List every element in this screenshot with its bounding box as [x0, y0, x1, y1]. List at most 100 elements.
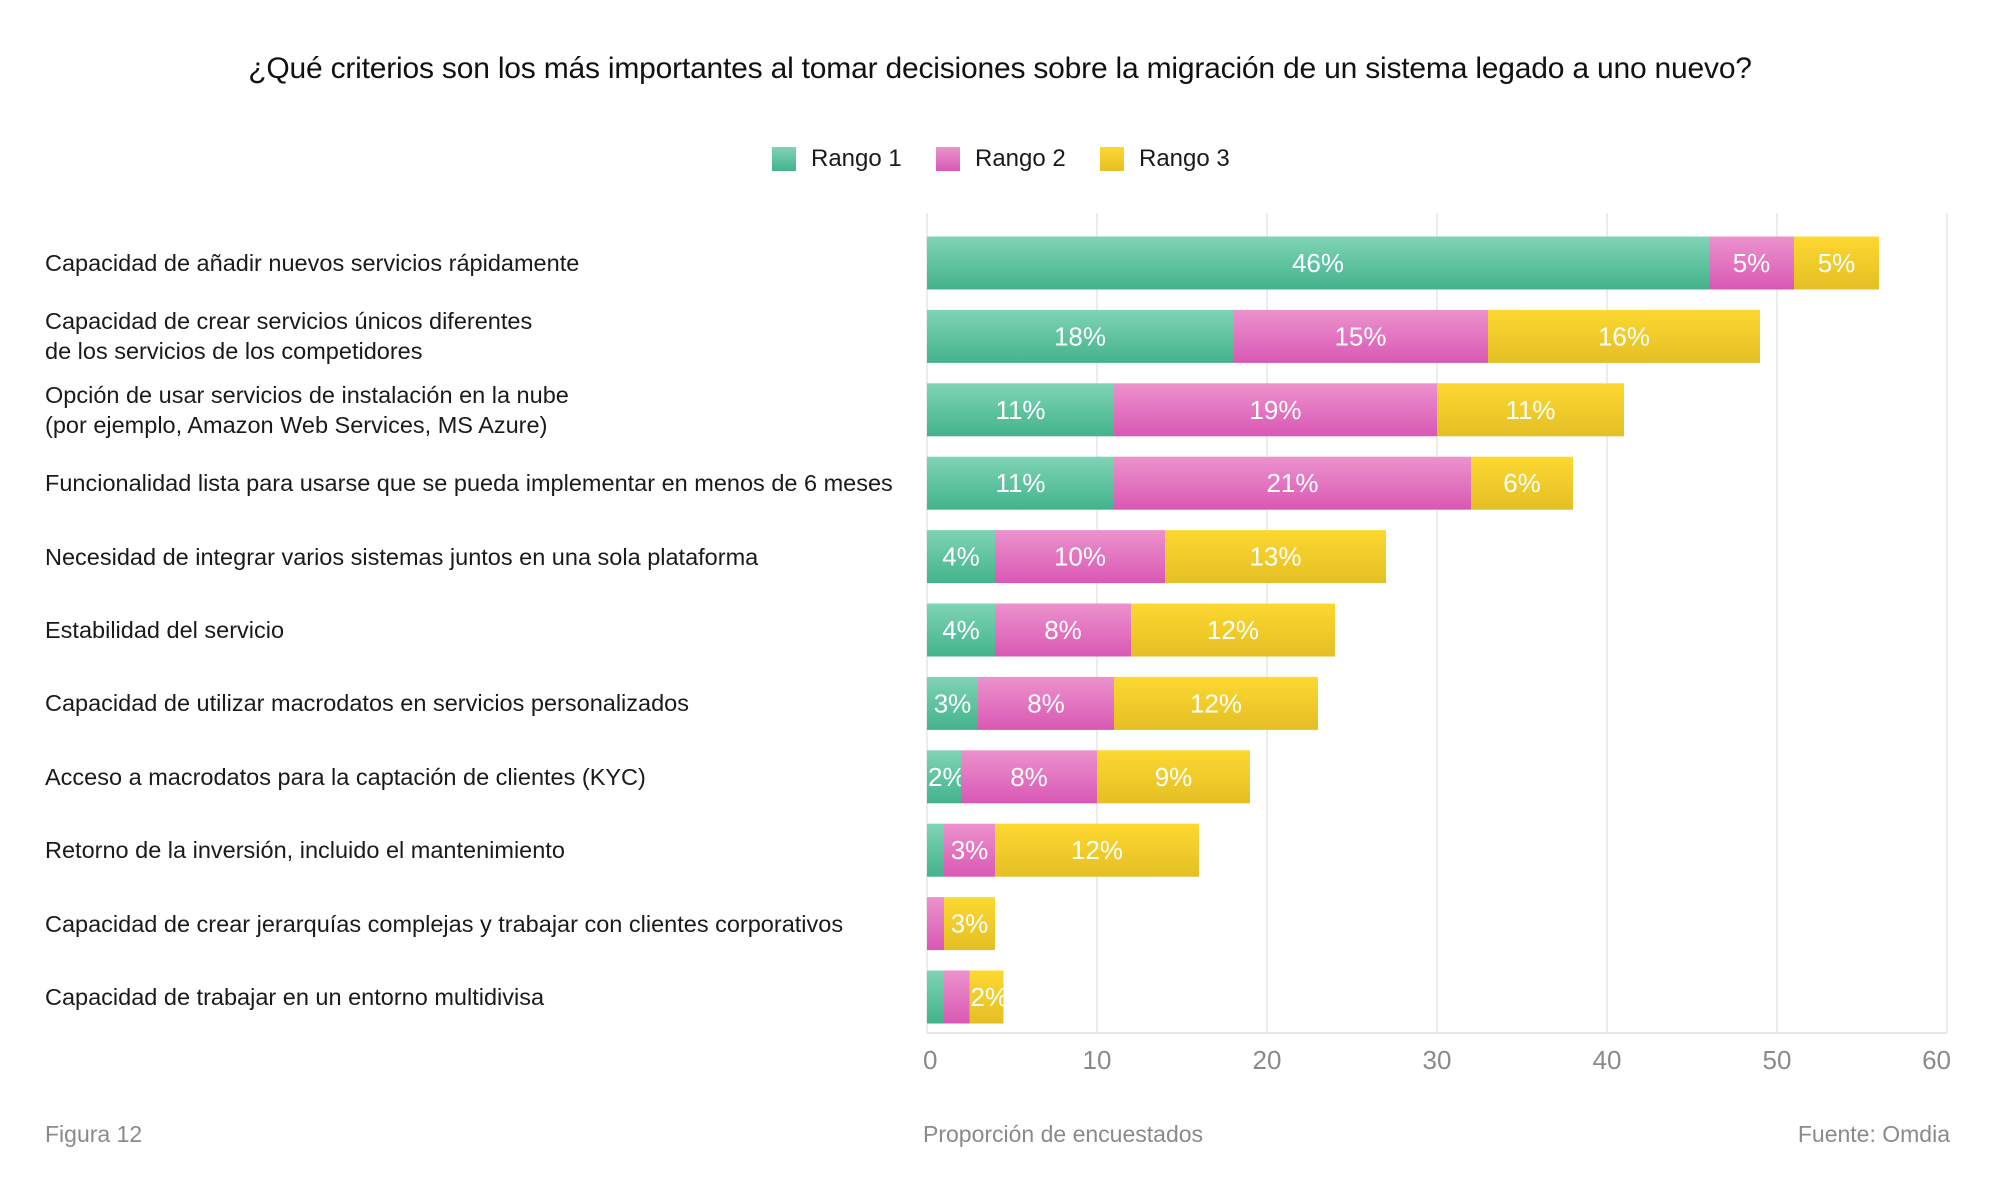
x-tick-label: 40	[1593, 1045, 1622, 1075]
bar-row: 3% 8% 12%	[927, 676, 1318, 730]
chart-title: ¿Qué criterios son los más importantes a…	[248, 52, 1752, 85]
data-label: 11%	[995, 468, 1045, 498]
data-label: 46%	[1292, 248, 1344, 278]
data-label: 2%	[928, 762, 966, 792]
data-label: 11%	[995, 395, 1045, 425]
bar-row: 2% 8% 9%	[927, 750, 1250, 804]
legend-label-rango-3: Rango 3	[1139, 145, 1230, 172]
legend-item-rango-2: Rango 2	[936, 142, 1066, 176]
bar-segment-rango-3	[1114, 676, 1318, 730]
category-label: Opción de usar servicios de instalación …	[45, 380, 925, 440]
x-axis-ticks: 0 10 20 30 40 50 60	[923, 1045, 1951, 1075]
bar-segment-rango-3	[995, 823, 1199, 877]
category-label-line: Capacidad de trabajar en un entorno mult…	[45, 984, 545, 1010]
bar-segment-rango-3	[944, 897, 995, 951]
category-label-line: Funcionalidad lista para usarse que se p…	[45, 470, 893, 497]
bar-segment-rango-2	[995, 603, 1131, 657]
legend: Rango 1 Rango 2 Rango 3	[0, 142, 2000, 176]
data-label: 3%	[951, 909, 989, 939]
bar-row: 4% 10% 13%	[927, 530, 1386, 584]
x-axis-title: Proporción de encuestados	[923, 1121, 1204, 1147]
category-label-line: Necesidad de integrar varios sistemas ju…	[45, 543, 759, 570]
category-label-line: Capacidad de crear servicios únicos dife…	[45, 308, 533, 335]
bar-segment-rango-3	[1471, 456, 1573, 510]
x-tick-label: 10	[1083, 1045, 1112, 1075]
bar-segment-rango-3	[969, 970, 1004, 1024]
bar-segment-rango-3	[1488, 309, 1760, 363]
category-label: Retorno de la inversión, incluido el man…	[45, 835, 925, 865]
legend-label-rango-1: Rango 1	[811, 145, 902, 172]
legend-label-rango-2: Rango 2	[975, 145, 1066, 172]
category-label: Capacidad de crear servicios únicos dife…	[45, 306, 925, 366]
data-label: 3%	[951, 835, 989, 865]
bar-segment-rango-2	[1709, 236, 1794, 290]
category-label: Acceso a macrodatos para la captación de…	[45, 762, 925, 792]
category-label: Capacidad de crear jerarquías complejas …	[45, 909, 925, 939]
category-label: Capacidad de añadir nuevos servicios ráp…	[45, 248, 925, 278]
bar-segment-rango-3	[1165, 530, 1386, 584]
bar-segment-rango-1	[927, 236, 1709, 290]
category-label: Estabilidad del servicio	[45, 615, 925, 645]
legend-item-rango-1: Rango 1	[772, 142, 902, 176]
data-label: 8%	[1044, 615, 1082, 645]
category-label: Capacidad de utilizar macrodatos en serv…	[45, 688, 925, 718]
bar-segment-rango-2	[944, 970, 970, 1024]
source-note: Fuente: Omdia	[1797, 1121, 1950, 1147]
bar-segment-rango-1	[927, 383, 1114, 437]
legend-swatch-rango-3	[1100, 147, 1124, 171]
data-label: 9%	[1155, 762, 1193, 792]
data-label: 12%	[1207, 615, 1259, 645]
bar-segment-rango-2	[1233, 309, 1488, 363]
category-label-line: Acceso a macrodatos para la captación de…	[45, 763, 646, 790]
category-label-line: Capacidad de crear jerarquías complejas …	[45, 910, 844, 937]
bar-row: 18% 15% 16%	[927, 309, 1760, 363]
x-tick-label: 30	[1423, 1045, 1452, 1075]
bar-segment-rango-2	[944, 823, 995, 877]
category-label-line: Retorno de la inversión, incluido el man…	[45, 837, 565, 864]
bar-segment-rango-2	[978, 676, 1114, 730]
data-label: 8%	[1010, 762, 1048, 792]
data-label: 11%	[1505, 395, 1555, 425]
data-label: 16%	[1598, 321, 1650, 351]
bar-segment-rango-1	[927, 530, 995, 584]
x-tick-label: 60	[1922, 1045, 1951, 1075]
data-label: 4%	[942, 542, 980, 572]
data-label: 12%	[1190, 688, 1242, 718]
bar-segment-rango-1	[927, 750, 961, 804]
bar-row: 11% 21% 6%	[927, 456, 1573, 510]
bar-row: 3% 12%	[927, 823, 1199, 877]
data-label: 5%	[1818, 248, 1856, 278]
category-label: Necesidad de integrar varios sistemas ju…	[45, 542, 925, 572]
data-label: 8%	[1027, 688, 1065, 718]
x-tick-label: 50	[1763, 1045, 1792, 1075]
bar-row: 11% 19% 11%	[927, 383, 1624, 437]
bar-segment-rango-2	[927, 897, 944, 951]
bar-segment-rango-2	[1114, 456, 1471, 510]
data-label: 18%	[1054, 321, 1106, 351]
x-tick-label: 0	[923, 1045, 937, 1075]
bar-row: 46% 5% 5%	[927, 236, 1879, 290]
bar-segment-rango-3	[1794, 236, 1879, 290]
data-label: 2%	[971, 982, 1009, 1012]
category-label-line: Capacidad de añadir nuevos servicios ráp…	[45, 250, 580, 276]
bar-segment-rango-3	[1097, 750, 1250, 804]
category-label-line: de los servicios de los competidores	[45, 338, 423, 365]
data-label: 12%	[1071, 835, 1123, 865]
bar-segment-rango-1	[927, 309, 1233, 363]
data-label: 19%	[1249, 395, 1301, 425]
legend-swatch-rango-1	[772, 147, 796, 171]
category-label: Capacidad de trabajar en un entorno mult…	[45, 982, 925, 1012]
x-tick-label: 20	[1253, 1045, 1282, 1075]
data-label: 21%	[1266, 468, 1318, 498]
bar-segment-rango-1	[927, 676, 978, 730]
category-label-line: (por ejemplo, Amazon Web Services, MS Az…	[45, 411, 548, 438]
bar-segment-rango-1	[927, 603, 995, 657]
category-label-line: Opción de usar servicios de instalación …	[45, 381, 569, 408]
bar-segment-rango-3	[1437, 383, 1624, 437]
bar-row: 4% 8% 12%	[927, 603, 1335, 657]
bar-row: 2%	[927, 970, 1009, 1024]
data-label: 6%	[1503, 468, 1541, 498]
data-label: 13%	[1249, 542, 1301, 572]
data-label: 3%	[934, 688, 972, 718]
bar-segment-rango-1	[927, 456, 1114, 510]
